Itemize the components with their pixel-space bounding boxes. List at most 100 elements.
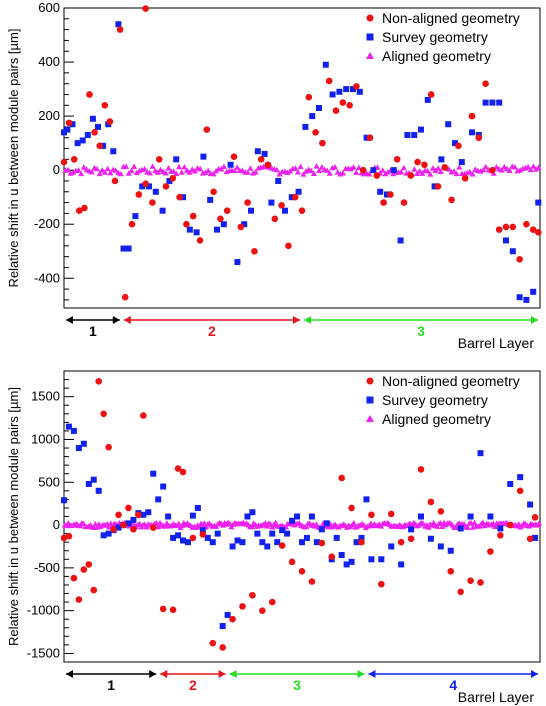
survey-point [318,526,325,533]
nonaligned-point [229,615,236,623]
nonaligned-point [60,534,68,542]
aligned-point [170,168,177,174]
survey-point [509,248,516,255]
layer-label: 3 [417,323,425,339]
survey-point [295,188,302,195]
survey-point [274,539,281,546]
aligned-point [416,167,423,174]
y-tick-label: 400 [38,54,60,69]
aligned-point [247,165,254,171]
aligned-point [292,165,299,171]
survey-point [388,543,395,550]
nonaligned-point [106,118,114,125]
survey-point [322,61,329,68]
nonaligned-point [305,93,313,101]
survey-point [390,167,397,174]
aligned-point [295,169,302,175]
survey-point [431,183,438,190]
survey-point [303,534,310,541]
nonaligned-point [353,83,360,90]
survey-point [404,132,411,139]
legend-marker-circle [366,14,374,22]
nonaligned-point [91,129,98,136]
nonaligned-point [529,226,537,233]
survey-point [70,427,77,434]
survey-point [254,148,261,155]
survey-point [90,476,97,483]
aligned-point [162,169,169,176]
x-axis-label: Barrel Layer [458,689,535,705]
survey-point [282,207,288,214]
nonaligned-point [285,242,292,250]
survey-point [100,142,107,149]
nonaligned-point [482,80,489,87]
aligned-point [303,523,310,530]
aligned-point [427,171,434,177]
nonaligned-point [189,212,197,220]
survey-point [95,123,101,130]
aligned-point [70,169,77,175]
aligned-point [439,523,446,529]
aligned-point [411,166,418,172]
aligned-point [186,169,193,175]
survey-point [363,134,370,141]
nonaligned-point [434,183,442,190]
y-tick-label: -500 [34,560,60,575]
aligned-point [429,165,436,171]
chart-top: -400 -200 0 200 400 600 Relative shift in u be… [6,0,542,351]
nonaligned-point [65,532,73,540]
y-tick-label: -1000 [27,603,60,618]
survey-point [209,539,216,546]
survey-point [288,194,295,201]
survey-point [336,88,343,95]
series-aligned [61,519,543,531]
layer-2-arrow [160,670,226,678]
layer-arrow-head-right [149,670,157,678]
nonaligned-point [489,166,496,174]
legend-marker-triangle [366,415,374,422]
survey-point [170,534,177,541]
survey-point [489,99,496,106]
layer-arrow-head-right [357,670,365,678]
nonaligned-point [110,526,117,533]
nonaligned-point [298,207,306,215]
layer-2-arrow [123,316,300,324]
legend-label: Non-aligned geometry [382,373,520,389]
aligned-point [511,164,518,170]
nonaligned-point [378,580,385,588]
aligned-point [491,523,498,530]
aligned-point [435,165,442,171]
legend-marker-triangle [366,52,374,59]
nonaligned-point [128,220,136,228]
survey-point [239,539,246,546]
nonaligned-point [312,129,319,136]
aligned-point [400,164,407,171]
nonaligned-point [142,180,149,187]
survey-point [333,534,340,541]
survey-point [264,543,271,550]
aligned-point [469,170,476,177]
survey-point [378,556,385,563]
aligned-point [131,163,138,169]
nonaligned-point [90,586,98,594]
aligned-point [96,170,103,177]
nonaligned-point [531,514,539,521]
nonaligned-point [264,161,272,169]
survey-point [487,513,494,520]
aligned-point [175,520,182,527]
nonaligned-point [291,193,299,201]
nonaligned-point [278,542,286,549]
aligned-point [434,523,441,529]
layer-3-arrow [229,670,365,678]
aligned-point [366,171,373,177]
nonaligned-point [80,566,88,573]
survey-point [214,226,220,233]
nonaligned-point [417,466,425,473]
legend-label: Survey geometry [382,29,488,45]
survey-point [356,88,363,95]
survey-point [65,423,72,430]
survey-point [159,207,166,214]
survey-point [146,183,152,190]
nonaligned-point [65,119,73,127]
survey-point [348,558,355,565]
